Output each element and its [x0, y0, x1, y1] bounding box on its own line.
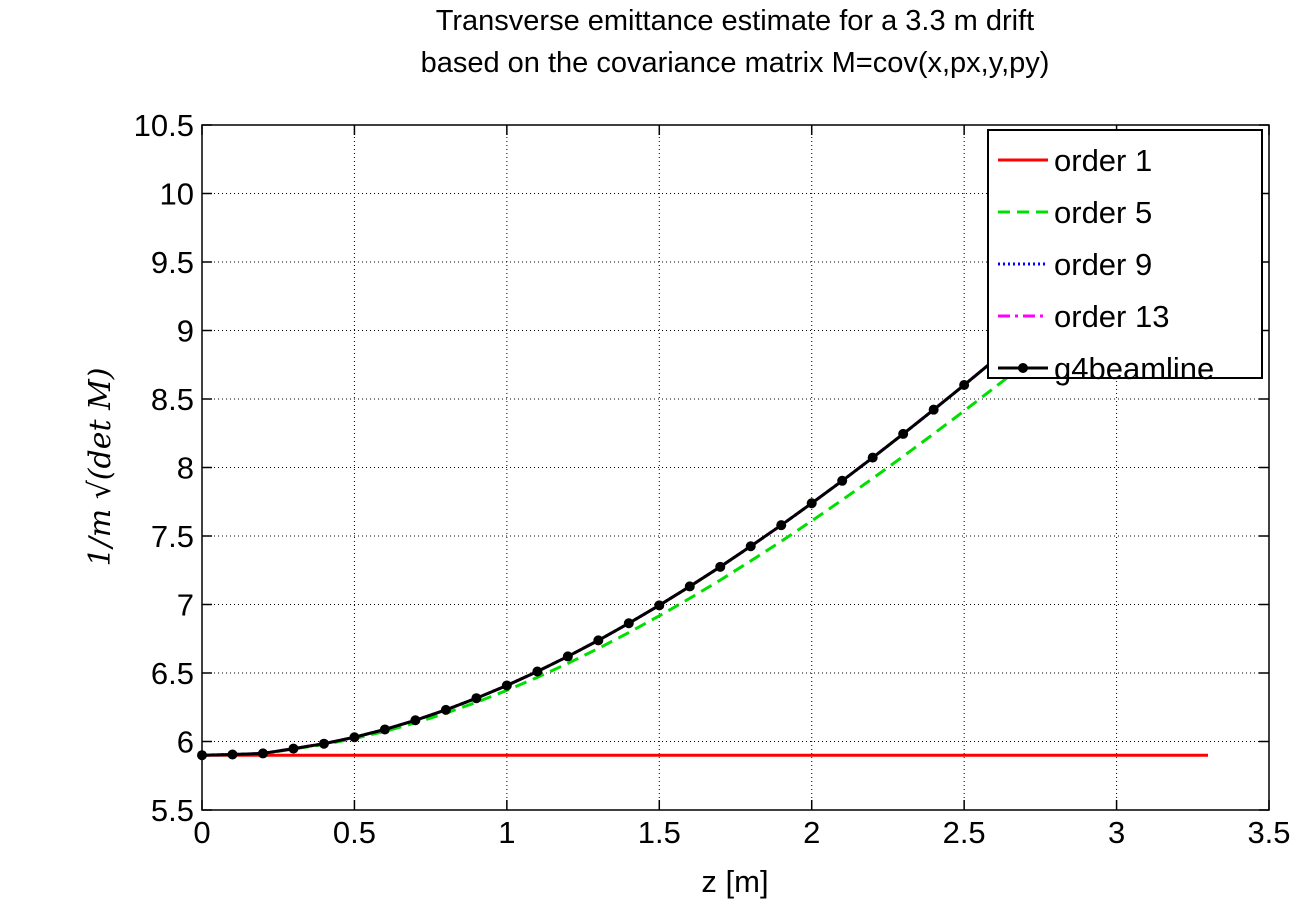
y-tick-label: 5.5	[151, 793, 194, 828]
marker	[288, 743, 299, 754]
y-tick-label: 9.5	[151, 245, 194, 280]
legend-box	[987, 129, 1263, 379]
x-tick-label: 2.5	[943, 815, 986, 850]
marker	[227, 749, 238, 760]
marker	[501, 680, 512, 691]
marker	[898, 428, 909, 439]
chart-subtitle: based on the covariance matrix M=cov(x,p…	[421, 47, 1050, 79]
marker	[867, 452, 878, 463]
legend-label: order 1	[1054, 143, 1152, 178]
x-axis-label: z [m]	[701, 864, 768, 899]
marker	[410, 715, 421, 726]
marker	[684, 581, 695, 592]
marker	[471, 693, 482, 704]
marker	[654, 600, 665, 611]
legend-label: g4beamline	[1054, 351, 1214, 386]
x-tick-label: 1.5	[638, 815, 681, 850]
y-tick-label: 7.5	[151, 519, 194, 554]
legend-label: order 9	[1054, 247, 1152, 282]
x-tick-label: 1	[498, 815, 515, 850]
x-tick-label: 0.5	[333, 815, 376, 850]
y-tick-label: 10	[160, 177, 194, 212]
marker	[379, 724, 390, 735]
legend-marker	[1018, 363, 1028, 373]
marker	[959, 380, 970, 391]
x-tick-label: 0	[193, 815, 210, 850]
marker	[562, 651, 573, 662]
legend-label: order 5	[1054, 195, 1152, 230]
marker	[532, 666, 543, 677]
y-tick-label: 6.5	[151, 656, 194, 691]
marker	[623, 618, 634, 629]
series-line	[201, 212, 1209, 757]
marker	[593, 635, 604, 646]
chart-title: Transverse emittance estimate for a 3.3 …	[436, 5, 1034, 37]
y-tick-label: 7	[177, 588, 194, 623]
y-tick-label: 9	[177, 314, 194, 349]
y-tick-label: 8	[177, 451, 194, 486]
marker	[318, 738, 329, 749]
y-tick-label: 6	[177, 725, 194, 760]
marker	[349, 732, 360, 743]
x-tick-label: 3.5	[1247, 815, 1290, 850]
marker	[837, 475, 848, 486]
plot-frame	[201, 124, 1270, 811]
marker	[776, 520, 787, 531]
x-tick-label: 2	[803, 815, 820, 850]
marker	[745, 541, 756, 552]
marker	[715, 561, 726, 572]
marker	[806, 498, 817, 509]
marker	[440, 704, 451, 715]
legend-label: order 13	[1054, 299, 1169, 334]
marker	[257, 748, 268, 759]
marker	[928, 404, 939, 415]
y-axis-label: 1/m √(det M)	[83, 368, 118, 567]
x-tick-label: 3	[1108, 815, 1125, 850]
y-tick-label: 8.5	[151, 382, 194, 417]
y-tick-label: 10.5	[134, 108, 194, 143]
